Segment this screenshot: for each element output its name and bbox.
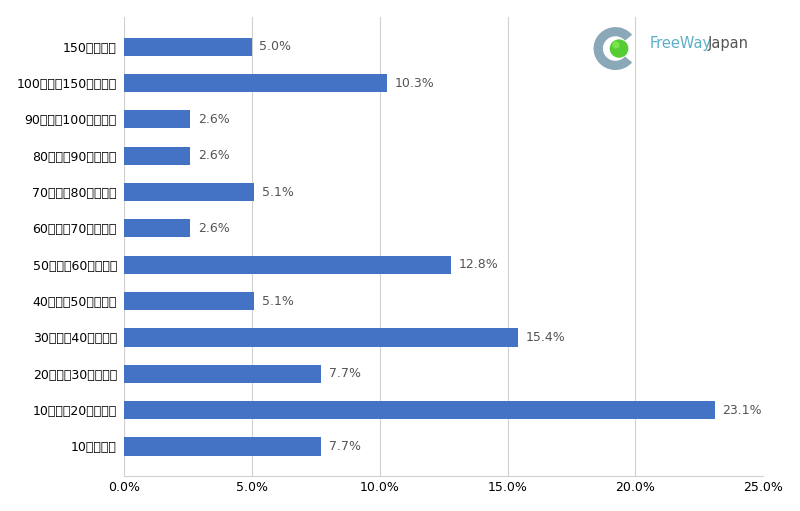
Text: 5.0%: 5.0%: [259, 40, 291, 53]
Text: 10.3%: 10.3%: [395, 77, 434, 89]
Bar: [124, 365, 321, 383]
Bar: [124, 219, 190, 238]
Bar: [124, 110, 190, 128]
Circle shape: [612, 41, 619, 49]
Bar: [124, 74, 387, 92]
Text: Japan: Japan: [707, 36, 748, 51]
Text: 7.7%: 7.7%: [329, 367, 361, 380]
Text: 12.8%: 12.8%: [459, 258, 498, 271]
Text: FreeWay: FreeWay: [650, 36, 712, 51]
Text: 15.4%: 15.4%: [526, 331, 566, 344]
Text: 7.7%: 7.7%: [329, 440, 361, 453]
Bar: [124, 147, 190, 165]
Circle shape: [610, 39, 629, 58]
Wedge shape: [594, 27, 632, 70]
Text: 2.6%: 2.6%: [198, 149, 230, 162]
Text: 2.6%: 2.6%: [198, 113, 230, 126]
Text: 5.1%: 5.1%: [262, 185, 294, 199]
Bar: [124, 256, 451, 274]
Bar: [124, 292, 254, 310]
Text: 5.1%: 5.1%: [262, 295, 294, 308]
Text: 23.1%: 23.1%: [722, 404, 762, 416]
Bar: [124, 183, 254, 201]
Bar: [124, 401, 714, 419]
Bar: [124, 329, 518, 346]
Bar: [124, 38, 252, 56]
Text: 2.6%: 2.6%: [198, 222, 230, 235]
Bar: [124, 437, 321, 456]
